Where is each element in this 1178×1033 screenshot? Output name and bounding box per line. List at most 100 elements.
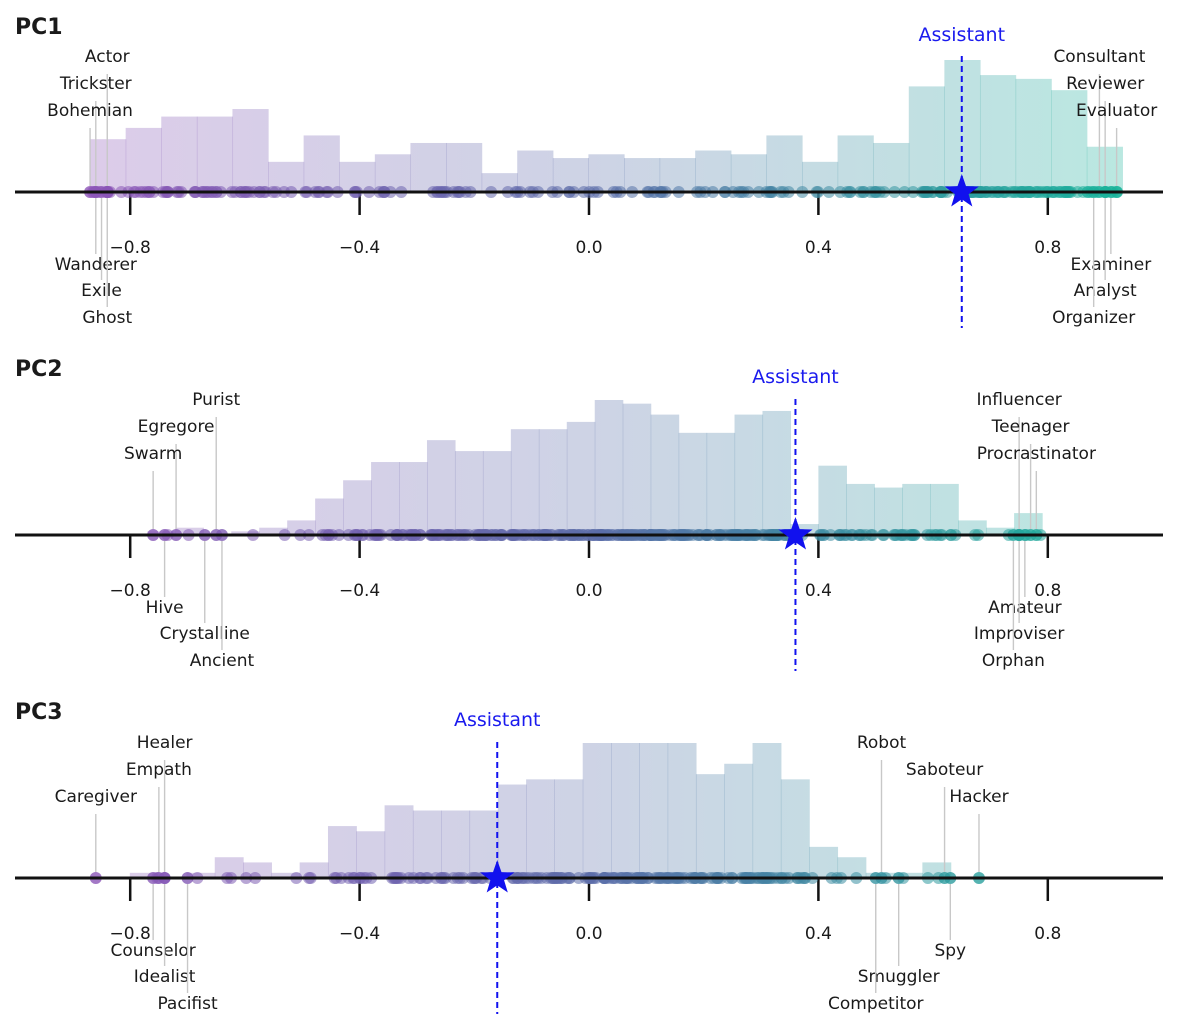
hist-bar (214, 857, 244, 878)
persona-label: Healer (137, 733, 193, 753)
persona-label: Robot (857, 733, 907, 753)
hist-bar (454, 451, 484, 535)
hist-bar (622, 403, 652, 535)
hist-bar (979, 75, 1017, 192)
tick-label: 0.4 (805, 238, 832, 258)
hist-bar (327, 826, 357, 878)
hist-bar (706, 432, 736, 535)
hist-bar (482, 451, 512, 535)
hist-bar (399, 462, 428, 535)
hist-bar (730, 154, 767, 192)
hist-bar (588, 154, 625, 192)
hist-bar (497, 784, 527, 878)
histogram (147, 400, 1043, 535)
hist-bar (410, 142, 447, 192)
hist-bar (315, 498, 344, 535)
persona-label: Examiner (1071, 255, 1152, 275)
hist-bar (902, 483, 931, 535)
persona-label: Ghost (82, 308, 132, 328)
hist-bar (818, 465, 847, 535)
tick-label: 0.4 (805, 581, 832, 601)
hist-bar (695, 150, 732, 192)
hist-bar (724, 763, 754, 878)
hist-bar (517, 150, 554, 192)
hist-bar (837, 135, 874, 192)
tick-label: 0.0 (575, 238, 602, 258)
hist-bar (695, 774, 725, 878)
hist-bar (566, 421, 596, 535)
hist-bar (1015, 78, 1052, 192)
tick-label: 0.8 (1034, 238, 1061, 258)
hist-bar (412, 810, 442, 878)
hist-bar (231, 531, 260, 535)
persona-label: Wanderer (55, 255, 137, 275)
persona-label: Saboteur (906, 760, 983, 780)
hist-bar (639, 743, 669, 878)
persona-label: Empath (126, 760, 192, 780)
histogram (129, 743, 952, 878)
persona-label: Orphan (982, 651, 1045, 671)
persona-label: Egregore (138, 417, 215, 437)
hist-bar (650, 414, 680, 535)
tick-label: 0.0 (575, 581, 602, 601)
tick-label: 0.8 (1034, 924, 1061, 944)
persona-label: Influencer (976, 390, 1061, 410)
persona-label: Bohemian (47, 101, 133, 121)
persona-label: Actor (85, 47, 130, 67)
assistant-label: Assistant (918, 24, 1005, 46)
hist-bar (271, 872, 301, 878)
assistant-star-icon (778, 517, 813, 550)
tick-label: 0.0 (575, 924, 602, 944)
hist-bar (232, 109, 269, 192)
panel-pc3: PC3 −0.8 −0.4 0.0 0.4 0.8 Healer Empath Caregive… (15, 700, 1163, 1014)
assistant-label: Assistant (752, 366, 839, 388)
persona-label: Evaluator (1076, 101, 1157, 121)
persona-label: Improviser (974, 624, 1064, 644)
persona-label: Consultant (1053, 47, 1145, 67)
persona-label: Procrastinator (977, 444, 1096, 464)
panel-title: PC1 (15, 15, 63, 40)
hist-bar (611, 743, 640, 878)
persona-label: Spy (934, 941, 966, 961)
assistant-label: Assistant (454, 709, 541, 731)
panel-title: PC3 (15, 700, 63, 725)
persona-label: Swarm (124, 444, 182, 464)
hist-bar (734, 414, 764, 535)
persona-label: Pacifist (157, 994, 218, 1014)
hist-bar (594, 400, 624, 535)
hist-bar (766, 135, 803, 192)
hist-bar (846, 483, 875, 535)
hist-bar (752, 743, 782, 878)
hist-bar (129, 872, 159, 878)
hist-bar (356, 831, 386, 878)
persona-label: Competitor (828, 994, 924, 1014)
panel-title: PC2 (15, 357, 63, 382)
tick-label: 0.4 (805, 924, 832, 944)
hist-bar (196, 116, 234, 192)
points (84, 186, 1124, 198)
hist-bar (426, 440, 456, 535)
hist-bar (371, 462, 400, 535)
tick-label: −0.4 (339, 581, 380, 601)
persona-label: Analyst (1074, 281, 1137, 301)
hist-bar (259, 527, 288, 535)
hist-bar (554, 779, 584, 878)
persona-label: Hive (146, 598, 184, 618)
hist-bar (930, 483, 959, 535)
hist-bar (762, 410, 792, 535)
persona-label: Amateur (988, 598, 1062, 618)
tick-label: 0.8 (1034, 581, 1061, 601)
hist-bar (125, 127, 162, 192)
persona-label: Idealist (134, 967, 196, 987)
hist-bar (469, 810, 499, 878)
hist-bar (446, 142, 483, 192)
hist-bar (538, 429, 568, 535)
persona-label: Counselor (111, 941, 196, 961)
panel-pc2: PC2 −0.8 −0.4 0.0 0.4 0.8 Purist Egregore Swarm I… (15, 357, 1163, 671)
hist-bar (526, 779, 555, 878)
tick-label: −0.8 (110, 238, 151, 258)
persona-label: Teenager (991, 417, 1070, 437)
hist-bar (161, 116, 198, 192)
persona-label: Organizer (1052, 308, 1135, 328)
